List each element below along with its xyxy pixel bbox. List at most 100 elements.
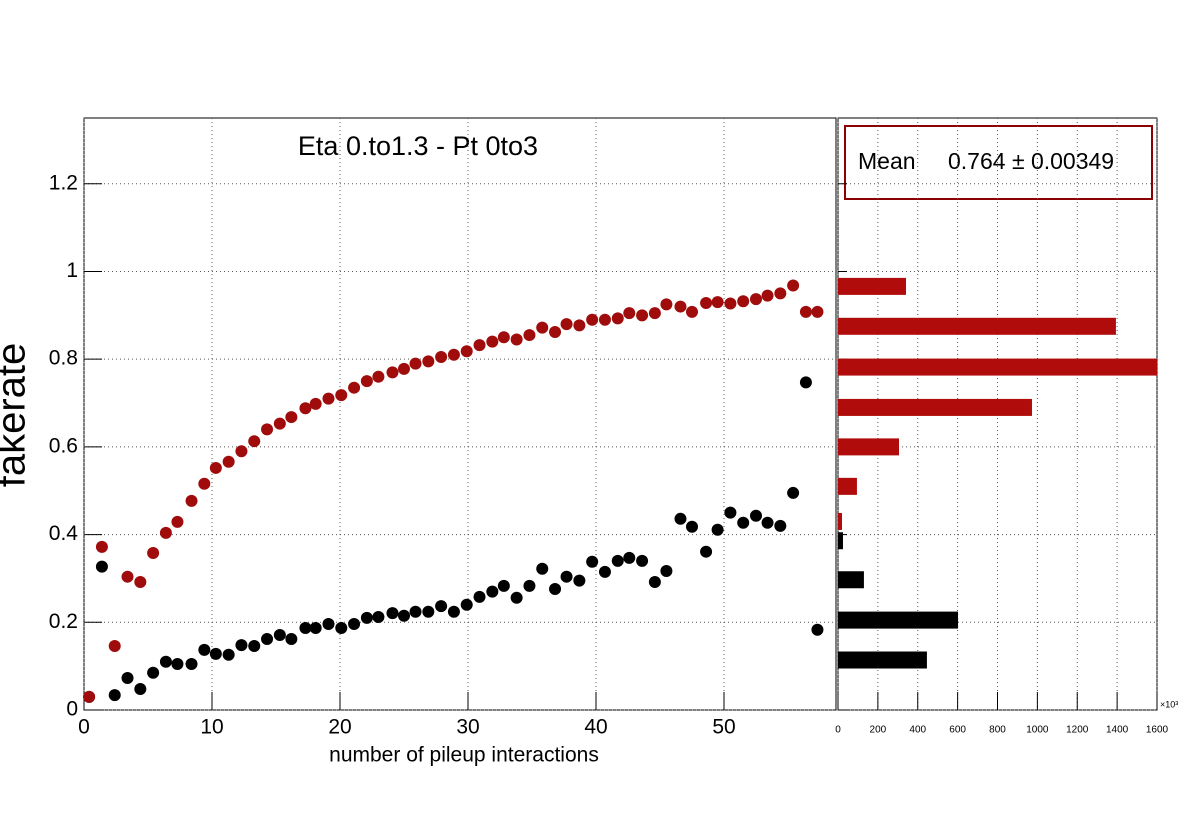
marker xyxy=(473,339,486,352)
x-axis-label: number of pileup interactions xyxy=(329,744,599,767)
marker xyxy=(185,494,198,507)
y-tick-label: 1.2 xyxy=(49,171,78,194)
marker xyxy=(222,455,235,468)
y-tick-label: 0.6 xyxy=(49,434,78,457)
marker xyxy=(134,575,147,588)
x-tick-label: 1400 xyxy=(1106,725,1129,736)
marker xyxy=(108,689,121,702)
marker xyxy=(686,520,698,533)
x-tick-label: 1600 xyxy=(1146,725,1169,736)
marker xyxy=(737,295,750,308)
marker xyxy=(774,287,787,300)
marker xyxy=(523,329,536,342)
marker xyxy=(209,647,222,660)
marker xyxy=(598,565,611,578)
marker xyxy=(171,515,184,528)
marker xyxy=(360,375,373,388)
marker xyxy=(549,582,562,595)
marker xyxy=(460,598,473,611)
marker xyxy=(95,540,108,553)
marker xyxy=(273,417,286,430)
marker xyxy=(108,639,121,652)
marker xyxy=(660,564,673,577)
marker xyxy=(586,313,599,326)
x-tick-label: 400 xyxy=(909,725,926,736)
marker xyxy=(360,611,373,624)
marker xyxy=(447,605,460,618)
marker xyxy=(623,551,636,564)
marker xyxy=(560,570,573,583)
bar xyxy=(838,571,864,589)
marker xyxy=(198,477,211,490)
marker xyxy=(422,355,435,368)
marker xyxy=(435,600,448,613)
marker xyxy=(787,279,800,292)
marker xyxy=(473,590,486,603)
marker xyxy=(95,560,108,573)
marker xyxy=(147,666,160,679)
marker xyxy=(750,509,762,522)
marker xyxy=(159,655,172,668)
y-tick-label: 0.2 xyxy=(49,610,78,633)
marker xyxy=(636,309,649,322)
marker xyxy=(348,381,361,394)
marker xyxy=(573,319,586,332)
marker xyxy=(322,618,335,631)
y-tick-label: 1 xyxy=(66,259,78,282)
x-tick-label: 0 xyxy=(835,725,841,736)
marker xyxy=(674,512,687,525)
marker xyxy=(573,574,586,587)
marker xyxy=(623,307,636,320)
marker xyxy=(299,402,312,415)
marker xyxy=(761,516,774,529)
marker xyxy=(486,335,499,348)
marker xyxy=(285,411,298,424)
marker xyxy=(121,671,134,684)
marker xyxy=(611,554,624,567)
bar xyxy=(838,358,1157,376)
marker xyxy=(171,657,184,670)
y-tick-label: 0.4 xyxy=(49,522,79,545)
marker xyxy=(309,621,322,634)
marker xyxy=(185,657,198,670)
x-tick-label: 10 xyxy=(200,716,223,739)
x-tick-label: 600 xyxy=(949,725,966,736)
marker xyxy=(322,392,335,405)
marker xyxy=(811,305,824,318)
bar xyxy=(838,611,959,629)
marker xyxy=(674,300,687,313)
marker xyxy=(83,690,96,703)
x-tick-label: 50 xyxy=(712,716,735,739)
marker xyxy=(348,618,361,631)
marker xyxy=(700,545,713,558)
marker xyxy=(386,366,399,379)
marker xyxy=(222,648,235,661)
bar xyxy=(838,398,1032,416)
marker xyxy=(198,643,211,656)
marker xyxy=(700,297,713,310)
marker xyxy=(799,376,812,389)
marker xyxy=(750,293,762,306)
x-tick-label: 30 xyxy=(456,716,479,739)
marker xyxy=(435,350,448,363)
marker xyxy=(811,623,824,636)
marker xyxy=(549,325,562,338)
marker xyxy=(398,362,410,375)
marker xyxy=(586,555,599,568)
marker xyxy=(648,575,661,588)
marker xyxy=(398,609,410,622)
stats-text: 0.764 ± 0.00349 xyxy=(948,148,1114,174)
marker xyxy=(335,621,348,634)
marker xyxy=(273,629,286,642)
x-tick-label: 1000 xyxy=(1026,725,1049,736)
marker xyxy=(560,318,573,331)
marker xyxy=(248,435,261,448)
marker xyxy=(309,397,322,410)
marker xyxy=(447,348,460,361)
marker xyxy=(774,519,787,532)
main-frame xyxy=(83,117,837,711)
bar xyxy=(838,438,900,456)
marker xyxy=(686,305,698,318)
